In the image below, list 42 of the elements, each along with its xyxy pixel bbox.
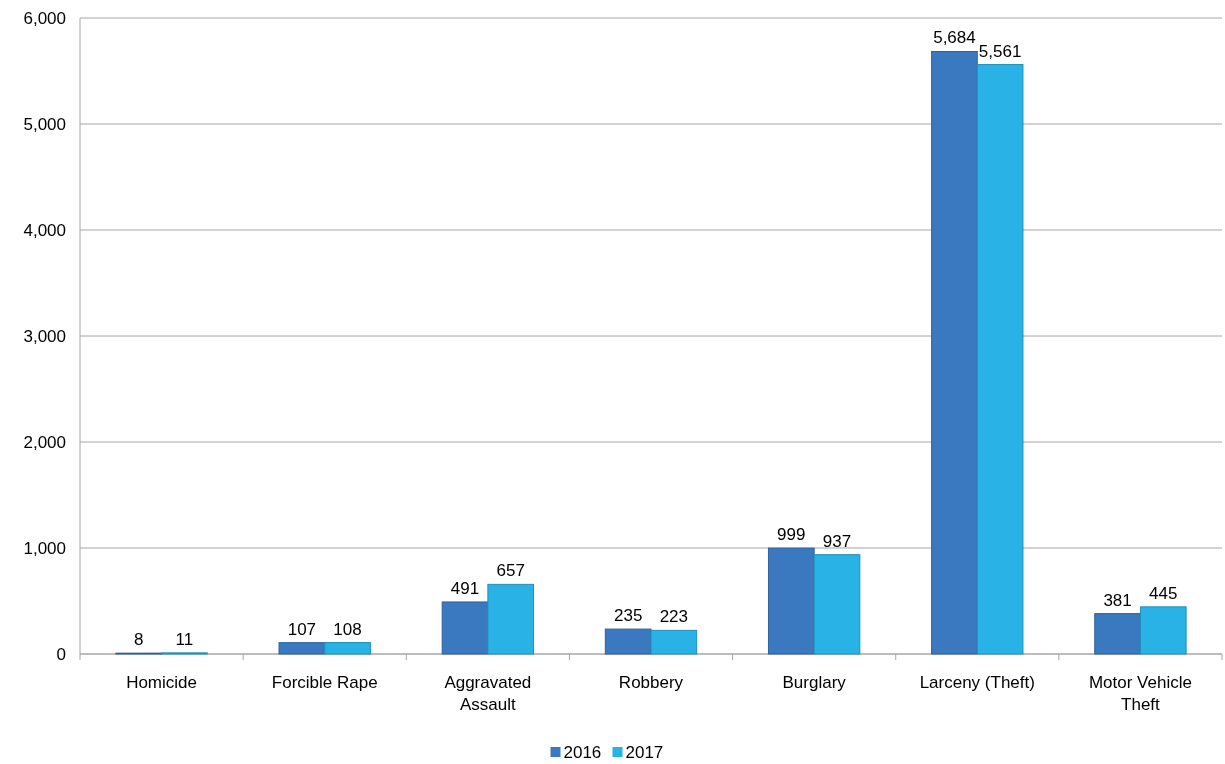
bar bbox=[441, 601, 489, 655]
bar bbox=[1139, 606, 1187, 655]
data-label: 937 bbox=[822, 531, 852, 551]
data-label: 381 bbox=[1103, 590, 1132, 610]
legend-label: 2016 bbox=[563, 742, 602, 762]
x-tick-label: Larceny (Theft) bbox=[919, 673, 1035, 692]
x-tick-label: Burglary bbox=[782, 673, 847, 692]
y-tick-label: 2,000 bbox=[23, 432, 66, 452]
data-label: 223 bbox=[659, 607, 689, 627]
data-label: 5,684 bbox=[933, 28, 976, 48]
y-tick-label: 1,000 bbox=[23, 538, 66, 558]
x-tick-label: Motor Vehicle Theft bbox=[1088, 673, 1192, 714]
data-label: 657 bbox=[496, 561, 525, 581]
legend-label: 2017 bbox=[625, 742, 664, 762]
y-tick-label: 0 bbox=[56, 644, 66, 664]
bar bbox=[931, 51, 978, 655]
data-label: 5,561 bbox=[978, 41, 1022, 61]
bar bbox=[767, 547, 815, 655]
bar bbox=[813, 554, 861, 655]
bar bbox=[650, 629, 698, 655]
x-tick-label: Aggravated Assault bbox=[444, 673, 532, 714]
bar bbox=[976, 64, 1024, 655]
x-tick-label: Forcible Rape bbox=[271, 673, 378, 692]
data-label: 235 bbox=[613, 606, 643, 626]
data-label: 445 bbox=[1149, 583, 1178, 603]
data-label: 107 bbox=[287, 619, 317, 639]
data-label: 8 bbox=[134, 630, 144, 650]
data-label: 108 bbox=[333, 619, 362, 639]
x-tick-label: Robbery bbox=[618, 673, 684, 692]
y-tick-label: 4,000 bbox=[23, 220, 66, 240]
data-label: 491 bbox=[450, 578, 480, 598]
bar bbox=[324, 642, 371, 655]
data-label: 999 bbox=[777, 525, 806, 545]
bar bbox=[278, 642, 326, 655]
x-tick-label: Homicide bbox=[126, 673, 197, 692]
bar bbox=[487, 583, 535, 655]
data-label: 11 bbox=[175, 629, 194, 649]
y-tick-label: 5,000 bbox=[23, 114, 66, 134]
bar bbox=[1094, 613, 1141, 655]
bar bbox=[604, 628, 652, 655]
y-tick-label: 3,000 bbox=[23, 326, 66, 346]
y-tick-label: 6,000 bbox=[23, 8, 66, 28]
